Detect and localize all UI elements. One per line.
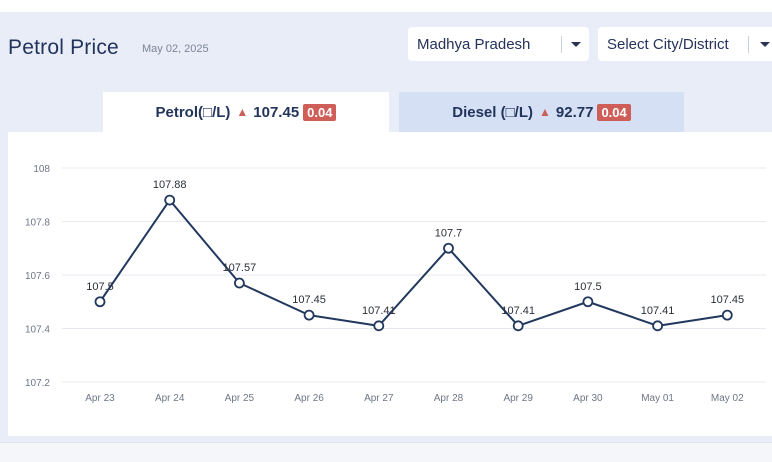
bottom-strip (0, 442, 772, 462)
data-label: 107.57 (223, 262, 257, 274)
data-point (512, 320, 524, 332)
y-tick-label: 107.8 (25, 218, 50, 229)
data-label: 107.45 (292, 294, 326, 306)
data-point (721, 309, 733, 321)
x-tick-label: Apr 26 (294, 393, 324, 404)
tab-diesel[interactable]: Diesel (□/L) ▲ 92.77 0.04 (399, 92, 684, 132)
data-point (443, 242, 454, 254)
city-select-placeholder: Select City/District (607, 35, 729, 53)
data-label: 107.41 (501, 305, 535, 317)
tab-petrol-change-badge: 0.04 (303, 103, 337, 121)
y-tick-label: 107.2 (25, 378, 50, 389)
data-point (94, 296, 106, 308)
data-label: 107.88 (153, 179, 187, 191)
chevron-down-icon (760, 42, 770, 47)
data-label: 107.41 (362, 305, 396, 317)
chevron-down-icon (571, 42, 581, 47)
data-point (303, 309, 315, 321)
tab-petrol-price: 107.45 (253, 103, 300, 121)
top-strip (0, 0, 772, 12)
tab-diesel-change-badge: 0.04 (597, 103, 631, 121)
tab-diesel-label: Diesel (□/L) (452, 103, 533, 121)
tab-petrol[interactable]: Petrol(□/L) ▲ 107.45 0.04 (103, 92, 389, 132)
data-label: 107.41 (641, 305, 675, 317)
y-tick-label: 107.4 (25, 325, 50, 336)
data-point (582, 296, 594, 308)
x-tick-label: Apr 28 (434, 393, 464, 404)
page-date: May 02, 2025 (142, 43, 209, 55)
x-tick-label: Apr 27 (364, 393, 394, 404)
y-tick-label: 107.6 (25, 271, 50, 282)
data-point (164, 194, 176, 206)
data-label: 107.5 (574, 281, 602, 293)
data-point (233, 277, 245, 289)
x-tick-label: Apr 25 (225, 393, 255, 404)
x-tick-label: Apr 29 (503, 393, 533, 404)
state-select-divider (561, 36, 562, 53)
series-line (99, 199, 728, 327)
price-line-chart: 107.2 107.4 107.6 107.8 108 Apr 23 Apr 24 Apr 2… (25, 164, 766, 404)
data-point (652, 320, 663, 332)
x-tick-label: May 02 (711, 393, 744, 404)
x-tick-label: Apr 24 (155, 393, 185, 404)
data-label: 107.5 (86, 281, 114, 293)
data-point (373, 320, 385, 332)
data-label: 107.7 (435, 227, 463, 239)
chart-card: 107.2 107.4 107.6 107.8 108 Apr 23 Apr 24 Apr 2… (8, 132, 772, 436)
trend-up-icon: ▲ (236, 105, 249, 119)
y-tick-label: 108 (33, 164, 50, 175)
page-title: Petrol Price (8, 36, 119, 59)
state-select[interactable]: Madhya Pradesh (408, 27, 589, 61)
city-select[interactable]: Select City/District (598, 27, 772, 61)
x-tick-label: Apr 23 (85, 393, 115, 404)
x-tick-label: Apr 30 (573, 393, 603, 404)
x-tick-label: May 01 (641, 393, 674, 404)
data-label: 107.45 (710, 294, 744, 306)
tab-petrol-label: Petrol(□/L) (155, 103, 231, 121)
tab-diesel-price: 92.77 (555, 103, 594, 121)
trend-up-icon: ▲ (539, 105, 551, 119)
city-select-divider (748, 36, 749, 53)
state-select-value: Madhya Pradesh (417, 35, 531, 53)
